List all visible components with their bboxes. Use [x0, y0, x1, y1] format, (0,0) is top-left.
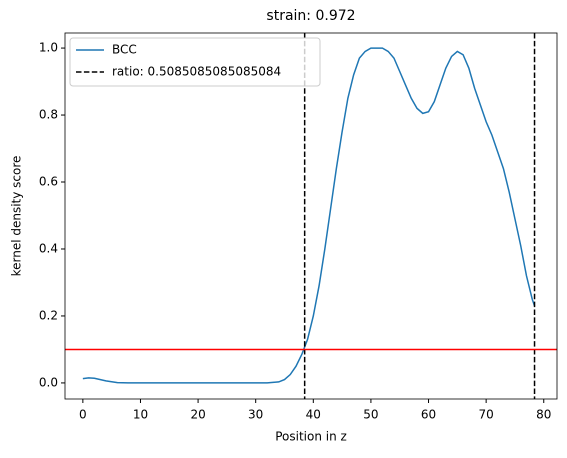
y-tick-label: 0.8 [39, 108, 58, 122]
x-tick-label: 20 [190, 408, 205, 422]
x-tick-label: 0 [79, 408, 87, 422]
legend-label: BCC [112, 43, 137, 57]
y-tick-label: 0.4 [39, 241, 58, 255]
x-tick-label: 60 [421, 408, 436, 422]
x-tick-label: 50 [363, 408, 378, 422]
y-tick-label: 1.0 [39, 41, 58, 55]
x-tick-label: 70 [478, 408, 493, 422]
x-axis-label: Position in z [275, 430, 347, 444]
line [82, 47, 536, 384]
y-tick-label: 0.0 [39, 375, 58, 389]
legend-label: ratio: 0.5085085085085084 [112, 65, 281, 79]
x-tick-label: 10 [133, 408, 148, 422]
plot-frame [64, 32, 558, 400]
y-tick-label: 0.2 [39, 308, 58, 322]
chart-title: strain: 0.972 [266, 8, 355, 24]
legend-box [69, 37, 321, 87]
y-tick-label: 0.6 [39, 175, 58, 189]
x-tick-label: 40 [306, 408, 321, 422]
x-tick-label: 30 [248, 408, 263, 422]
y-axis-label: kernel density score [10, 156, 24, 277]
x-tick-label: 80 [536, 408, 551, 422]
